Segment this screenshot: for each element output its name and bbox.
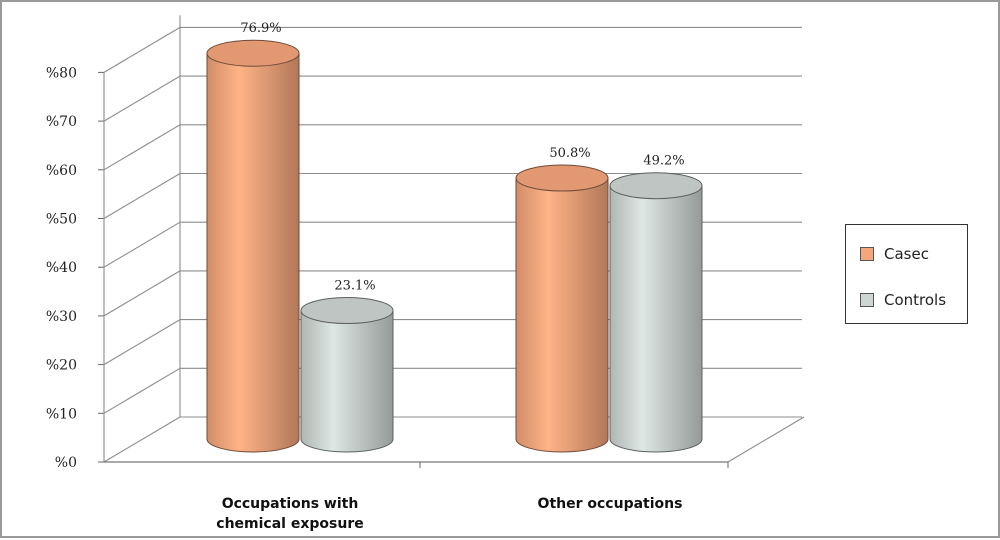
- data-label: 76.9%: [240, 21, 281, 36]
- bar: [609, 185, 703, 453]
- y-tick-label: %20: [46, 358, 77, 374]
- floor-right-edge: [727, 416, 805, 463]
- y-tick-label: %10: [46, 406, 77, 422]
- data-label: 23.1%: [334, 279, 375, 294]
- y-tick-label: %0: [55, 455, 77, 471]
- legend-label-casec: Casec: [884, 245, 929, 263]
- legend-item-controls: Controls: [860, 291, 946, 309]
- bar-top: [609, 172, 703, 200]
- x-category-label: Occupations with: [222, 496, 359, 512]
- x-category-label: chemical exposure: [216, 516, 363, 532]
- gridline-depth: [103, 367, 181, 414]
- legend-swatch-controls: [860, 293, 874, 307]
- legend-swatch-casec: [860, 247, 874, 261]
- gridline-depth: [103, 270, 181, 317]
- y-tick-label: %80: [46, 65, 77, 81]
- gridline-depth: [103, 124, 181, 171]
- bar-top: [206, 39, 300, 67]
- y-tick-label: %60: [46, 163, 77, 179]
- gridline-depth: [103, 26, 181, 73]
- y-tick-label: %50: [46, 212, 77, 228]
- bar: [300, 310, 394, 453]
- legend-label-controls: Controls: [884, 291, 947, 309]
- data-label: 49.2%: [643, 154, 684, 169]
- gridline-depth: [103, 416, 181, 463]
- gridline-depth: [103, 75, 181, 122]
- bar: [515, 177, 609, 453]
- bar-top: [515, 164, 609, 192]
- legend-item-casec: Casec: [860, 245, 929, 263]
- bar: [206, 52, 300, 453]
- legend: Casec Controls: [845, 224, 968, 324]
- data-label: 50.8%: [549, 146, 590, 161]
- gridline-depth: [103, 221, 181, 268]
- gridline-depth: [103, 319, 181, 366]
- y-tick-label: %30: [46, 309, 77, 325]
- y-tick-label: %40: [46, 260, 77, 276]
- x-category-label: Other occupations: [538, 496, 683, 512]
- y-tick-label: %70: [46, 114, 77, 130]
- bar-top: [300, 297, 394, 325]
- gridline-depth: [103, 173, 181, 219]
